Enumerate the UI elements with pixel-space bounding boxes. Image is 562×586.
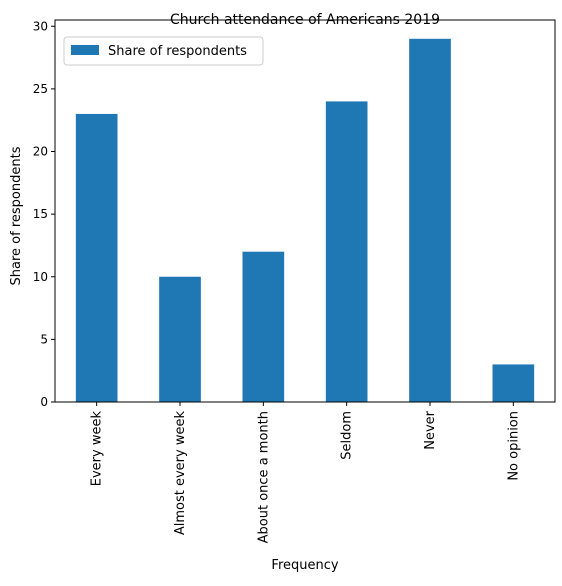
bar [242,251,285,402]
y-tick-label: 30 [33,19,48,33]
bar [325,101,368,402]
x-tick-label: Every week [90,411,105,487]
y-tick-label: 5 [40,332,48,346]
x-axis: Every week Almost every week About once a … [90,402,521,543]
y-tick-label: 0 [40,395,48,409]
legend-label: Share of respondents [108,44,247,59]
plot-frame [54,19,556,403]
x-tick-label: No opinion [506,411,521,481]
y-tick-label: 20 [33,145,48,159]
bar [409,38,451,402]
legend-swatch [71,45,99,55]
y-axis-title: Share of respondents [9,146,24,285]
bars-layer [75,38,535,403]
x-tick-label: Never [423,410,438,449]
bar [159,276,201,402]
y-tick-label: 10 [33,270,48,284]
x-tick-label: Seldom [340,411,355,460]
bar [492,364,535,402]
y-tick-label: 15 [33,207,48,221]
x-tick-label: Almost every week [173,411,188,536]
legend-frame [63,36,264,66]
legend: Share of respondents [63,36,264,66]
y-tick-label: 25 [33,82,48,96]
x-axis-title: Frequency [271,558,338,573]
bar [75,113,118,403]
y-axis: 0 5 10 15 20 25 30 [33,19,55,409]
x-tick-label: About once a month [256,411,271,543]
